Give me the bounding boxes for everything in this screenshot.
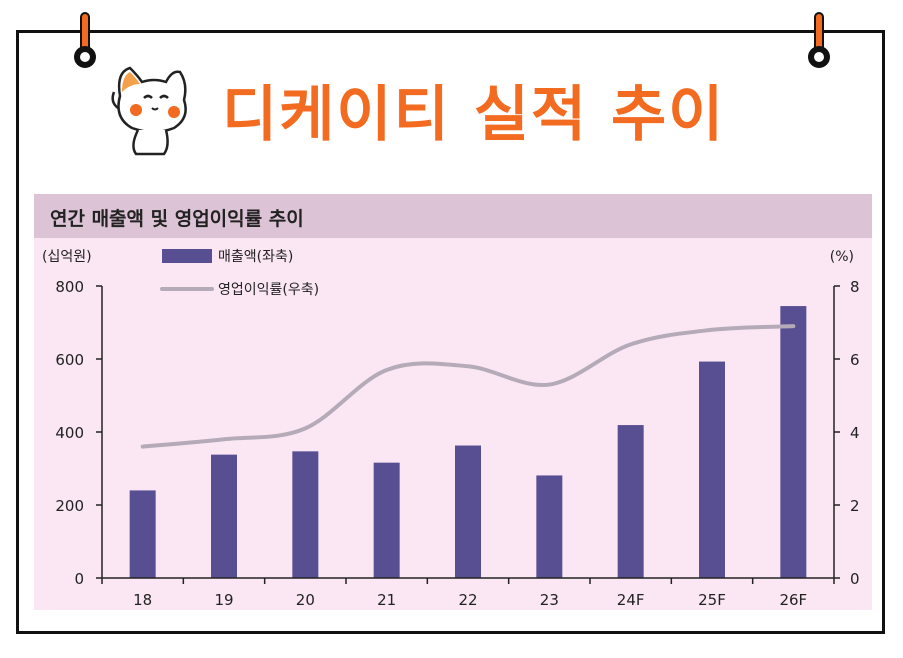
x-tick-label: 23 (540, 591, 559, 609)
bar-revenue-20 (292, 451, 319, 578)
bar-revenue-25F (699, 361, 725, 578)
legend-label-margin: 영업이익률(우축) (218, 282, 319, 298)
x-tick-label: 19 (214, 591, 233, 609)
bar-revenue-23 (536, 475, 563, 578)
cat-mascot-icon (111, 66, 187, 156)
x-tick-label: 21 (377, 591, 396, 609)
x-tick-label: 18 (133, 591, 152, 609)
y-left-tick-label: 800 (55, 278, 84, 296)
bar-revenue-26F (780, 306, 807, 578)
legend-swatch-revenue (162, 249, 212, 263)
bar-revenue-24F (617, 425, 644, 578)
chart-title-bar (34, 194, 872, 238)
line-operating-margin (140, 324, 796, 449)
y-right-tick-label: 2 (850, 497, 860, 515)
y-left-tick-label: 400 (55, 424, 84, 442)
x-tick-label: 26F (779, 591, 807, 609)
binder-pin-icon (74, 12, 96, 72)
x-tick-label: 20 (296, 591, 315, 609)
x-tick-label: 22 (458, 591, 477, 609)
y-left-unit-label: (십억원) (42, 249, 92, 265)
y-left-tick-label: 0 (74, 570, 84, 588)
y-left-tick-label: 200 (55, 497, 84, 515)
y-right-tick-label: 6 (850, 351, 860, 369)
legend-label-revenue: 매출액(좌축) (218, 249, 293, 265)
y-right-tick-label: 8 (850, 278, 860, 296)
binder-pin-icon (808, 12, 830, 72)
y-right-tick-label: 4 (850, 424, 860, 442)
bar-revenue-18 (129, 490, 156, 578)
bar-revenue-22 (455, 445, 481, 578)
page-headline: 디케이티 실적 추이 (222, 80, 726, 150)
x-tick-label: 25F (698, 591, 726, 609)
bar-revenue-19 (211, 454, 237, 578)
y-left-tick-label: 600 (55, 351, 84, 369)
chart-panel (34, 194, 872, 610)
bar-revenue-21 (373, 462, 400, 578)
chart-title: 연간 매출액 및 영업이익률 추이 (50, 208, 304, 230)
y-right-unit-label: (%) (830, 249, 854, 265)
y-right-tick-label: 0 (850, 570, 860, 588)
x-tick-label: 24F (617, 591, 645, 609)
